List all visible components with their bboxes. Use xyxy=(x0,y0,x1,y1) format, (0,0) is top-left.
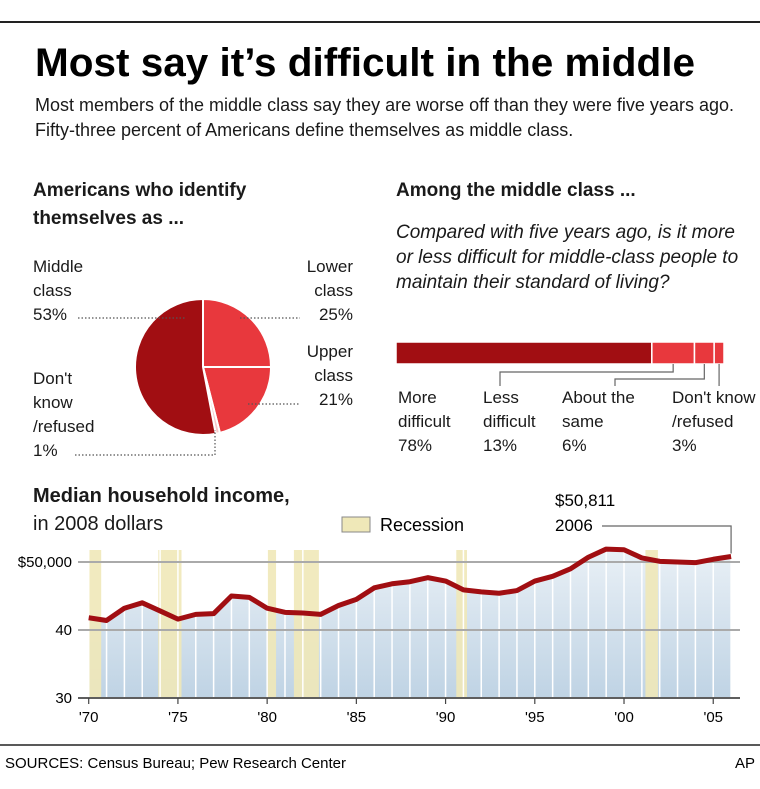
bar-value: 78% xyxy=(398,436,433,455)
annotation-value: $50,811 xyxy=(555,491,615,510)
bar-title: Among the middle class ... xyxy=(396,180,636,201)
x-tick-label: '70 xyxy=(79,709,99,726)
pie-value: 25% xyxy=(318,305,353,324)
bar-label: More difficult 78% xyxy=(398,386,476,458)
annotation-year: 2006 xyxy=(555,516,593,535)
recession-band xyxy=(158,550,182,698)
bar-question: Compared with five years ago, is it more… xyxy=(396,222,739,293)
pie-category: Don't know /refused xyxy=(33,369,95,436)
recession-band xyxy=(293,550,319,698)
x-tick-label: '05 xyxy=(703,709,723,726)
pie-value: 21% xyxy=(318,390,353,409)
pie-value: 53% xyxy=(33,305,68,324)
x-tick-label: '85 xyxy=(347,709,367,726)
x-tick-label: '95 xyxy=(525,709,545,726)
bar-label: Don't know /refused 3% xyxy=(672,386,756,458)
credit: AP xyxy=(735,755,755,772)
pie-category: Lower class xyxy=(306,257,353,300)
line-title-main: Median household income, xyxy=(33,485,290,507)
pie-slice xyxy=(202,297,273,368)
bar-value: 13% xyxy=(483,436,518,455)
bar-label: About the same 6% xyxy=(562,386,662,458)
pie-title: Americans who identify themselves as ... xyxy=(33,180,247,229)
x-tick-label: '75 xyxy=(168,709,188,726)
bar-segment xyxy=(693,341,715,365)
y-tick-label: 40 xyxy=(55,622,72,639)
bar-segment xyxy=(651,341,696,365)
recession-band xyxy=(645,550,658,698)
x-tick-label: '80 xyxy=(257,709,277,726)
annotation-leader xyxy=(602,525,732,554)
bar-category: More difficult xyxy=(398,388,451,431)
leader-line xyxy=(614,364,705,386)
pie-label: Lower class 25% xyxy=(280,255,353,327)
recession-band xyxy=(456,550,467,698)
pie-value: 1% xyxy=(33,441,58,460)
bar-segment xyxy=(395,341,653,365)
subtitle: Most members of the middle class say the… xyxy=(35,95,734,140)
pie-category: Upper class xyxy=(306,342,353,385)
x-tick-label: '90 xyxy=(436,709,456,726)
pie-label: Middle class 53% xyxy=(33,255,105,327)
recession-band xyxy=(88,550,102,698)
pie-label: Don't know /refused 1% xyxy=(33,367,113,463)
line-title-units: in 2008 dollars xyxy=(33,513,164,535)
source: SOURCES: Census Bureau; Pew Research Cen… xyxy=(5,755,346,772)
y-tick-label: $50,000 xyxy=(18,554,72,571)
pie-slice xyxy=(201,366,273,435)
recession-band xyxy=(267,550,277,698)
legend-label: Recession xyxy=(380,515,464,535)
leader-line xyxy=(75,430,216,456)
bar-segment xyxy=(713,341,725,365)
bar-category: About the same xyxy=(562,388,635,431)
y-tick-label: 30 xyxy=(55,690,72,707)
pie-label: Upper class 21% xyxy=(280,340,353,412)
bar-value: 6% xyxy=(562,436,587,455)
title: Most say it’s difficult in the middle xyxy=(35,41,695,85)
bar-category: Don't know /refused xyxy=(672,388,756,431)
line xyxy=(88,546,732,623)
bar-category: Less difficult xyxy=(483,388,536,431)
bar-value: 3% xyxy=(672,436,697,455)
leader-line xyxy=(499,364,674,386)
bar-label: Less difficult 13% xyxy=(483,386,555,458)
x-tick-label: '00 xyxy=(614,709,634,726)
pie-category: Middle class xyxy=(33,257,84,300)
line-title: Median household income, in 2008 dollars xyxy=(33,482,293,538)
legend-swatch xyxy=(341,516,371,533)
pie-slice xyxy=(134,297,217,436)
